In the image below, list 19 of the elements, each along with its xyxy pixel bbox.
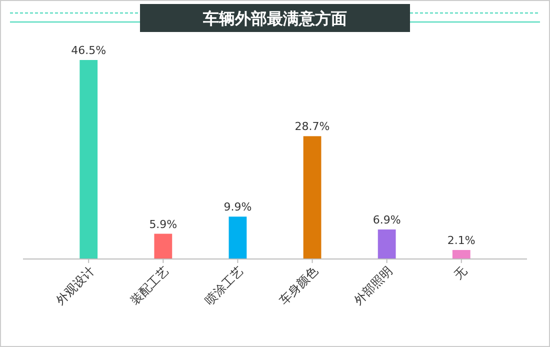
data-label: 9.9%: [224, 200, 252, 214]
x-tick-label: 喷涂工艺: [202, 264, 246, 308]
x-tick-label: 车身颜色: [276, 264, 321, 308]
data-label: 28.7%: [294, 120, 330, 134]
x-tick-label: 外观设计: [53, 264, 98, 308]
x-tick-label: 无: [451, 264, 470, 282]
bar: [80, 60, 98, 259]
bar: [154, 234, 172, 259]
bar: [303, 136, 322, 259]
data-label: 2.1%: [447, 234, 476, 248]
x-tick-label: 装配工艺: [128, 264, 172, 308]
x-tick-label: 外部照明: [351, 264, 396, 308]
bar: [228, 216, 247, 259]
bar: [452, 250, 470, 259]
data-label: 5.9%: [149, 218, 178, 231]
data-label: 6.9%: [372, 213, 401, 226]
bar: [378, 229, 396, 259]
data-label: 46.5%: [71, 44, 106, 57]
chart-title: 车辆外部最满意方面: [202, 9, 347, 28]
